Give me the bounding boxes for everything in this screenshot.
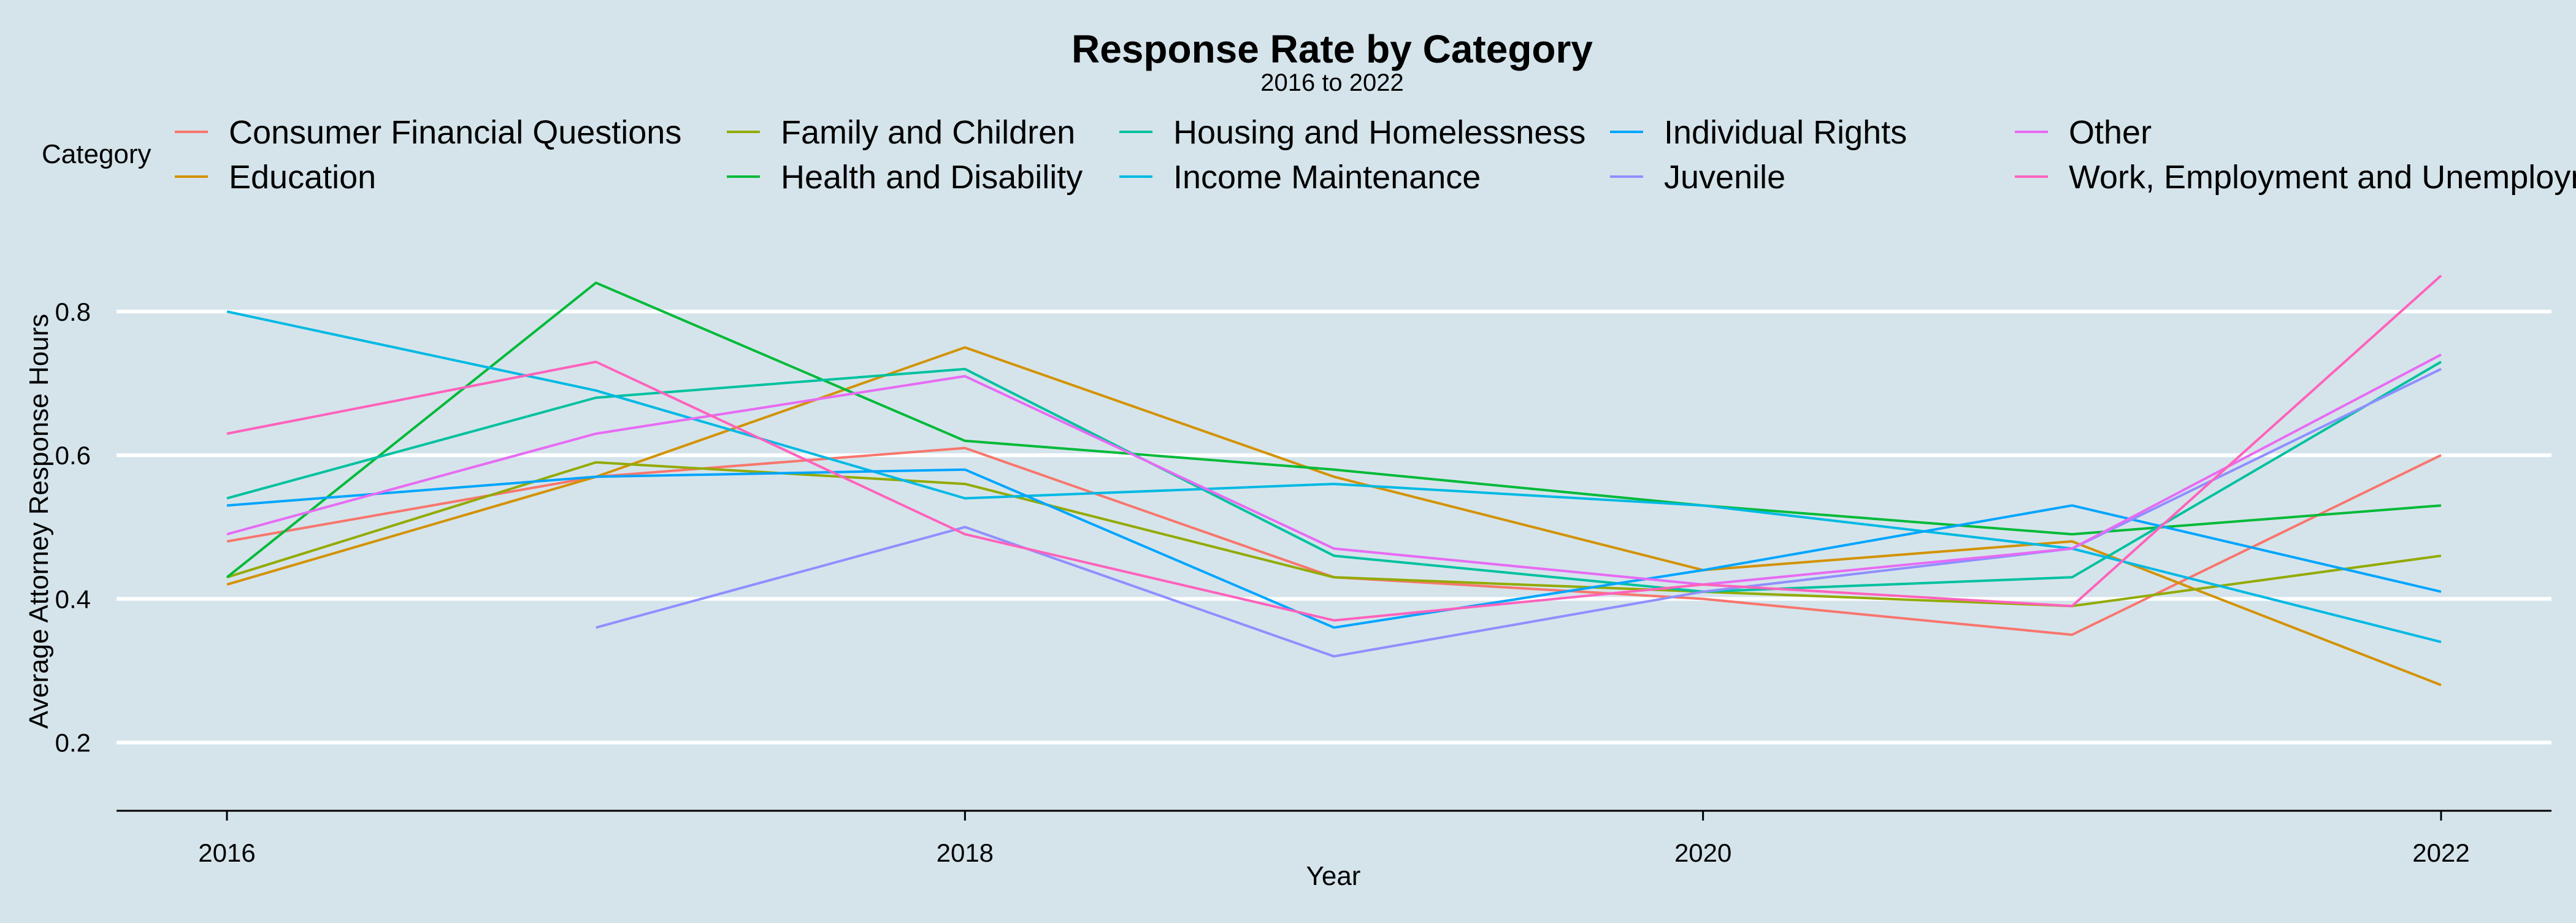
- legend-label: Work, Employment and Unemployment: [2069, 159, 2576, 196]
- legend-label: Other: [2069, 114, 2152, 151]
- legend-label: Consumer Financial Questions: [229, 114, 681, 151]
- legend-item-1: Education: [175, 159, 376, 196]
- legend: Consumer Financial Questions Education Fam…: [175, 114, 2576, 196]
- x-tick-label: 2018: [937, 838, 994, 867]
- legend-item-8: Other: [2015, 114, 2152, 151]
- y-tick-label: 0.8: [55, 297, 91, 326]
- legend-item-6: Individual Rights: [1610, 114, 1907, 151]
- legend-item-5: Income Maintenance: [1119, 159, 1481, 196]
- series-line-6: [226, 468, 2442, 629]
- legend-label: Housing and Homelessness: [1173, 114, 1585, 151]
- series-line-9: [226, 274, 2442, 622]
- x-axis-label: Year: [1306, 861, 1361, 891]
- series-layer: [226, 274, 2442, 686]
- legend-label: Individual Rights: [1664, 114, 1907, 151]
- series-line-4: [226, 361, 2442, 593]
- legend-item-4: Housing and Homelessness: [1119, 114, 1585, 151]
- series-line-1: [226, 346, 2442, 686]
- y-tick-label: 0.2: [55, 729, 91, 757]
- series-line-3: [226, 281, 2442, 578]
- x-tick-label: 2022: [2412, 838, 2469, 867]
- legend-title: Category: [42, 139, 151, 169]
- legend-label: Family and Children: [781, 114, 1075, 151]
- legend-item-9: Work, Employment and Unemployment: [2015, 159, 2576, 196]
- x-tick-label: 2016: [198, 838, 255, 867]
- legend-item-3: Health and Disability: [727, 159, 1083, 196]
- legend-item-7: Juvenile: [1610, 159, 1785, 196]
- y-tick-label: 0.6: [55, 441, 91, 470]
- x-tick-label: 2020: [1674, 838, 1731, 867]
- series-line-8: [226, 353, 2442, 586]
- legend-item-2: Family and Children: [727, 114, 1075, 151]
- legend-label: Health and Disability: [781, 159, 1083, 196]
- series-line-7: [596, 367, 2442, 658]
- legend-label: Juvenile: [1664, 159, 1785, 196]
- y-axis-label: Average Attorney Response Hours: [24, 314, 54, 729]
- grid: [117, 309, 2551, 745]
- chart-subtitle: 2016 to 2022: [1260, 69, 1404, 96]
- y-tick-label: 0.4: [55, 584, 91, 613]
- legend-item-0: Consumer Financial Questions: [175, 114, 681, 151]
- legend-label: Income Maintenance: [1173, 159, 1481, 196]
- y-axis: 0.2 0.4 0.6 0.8: [55, 297, 91, 757]
- chart-title: Response Rate by Category: [1071, 27, 1593, 71]
- x-axis: 2016 2018 2020 2022: [198, 811, 2470, 867]
- legend-label: Education: [229, 159, 376, 196]
